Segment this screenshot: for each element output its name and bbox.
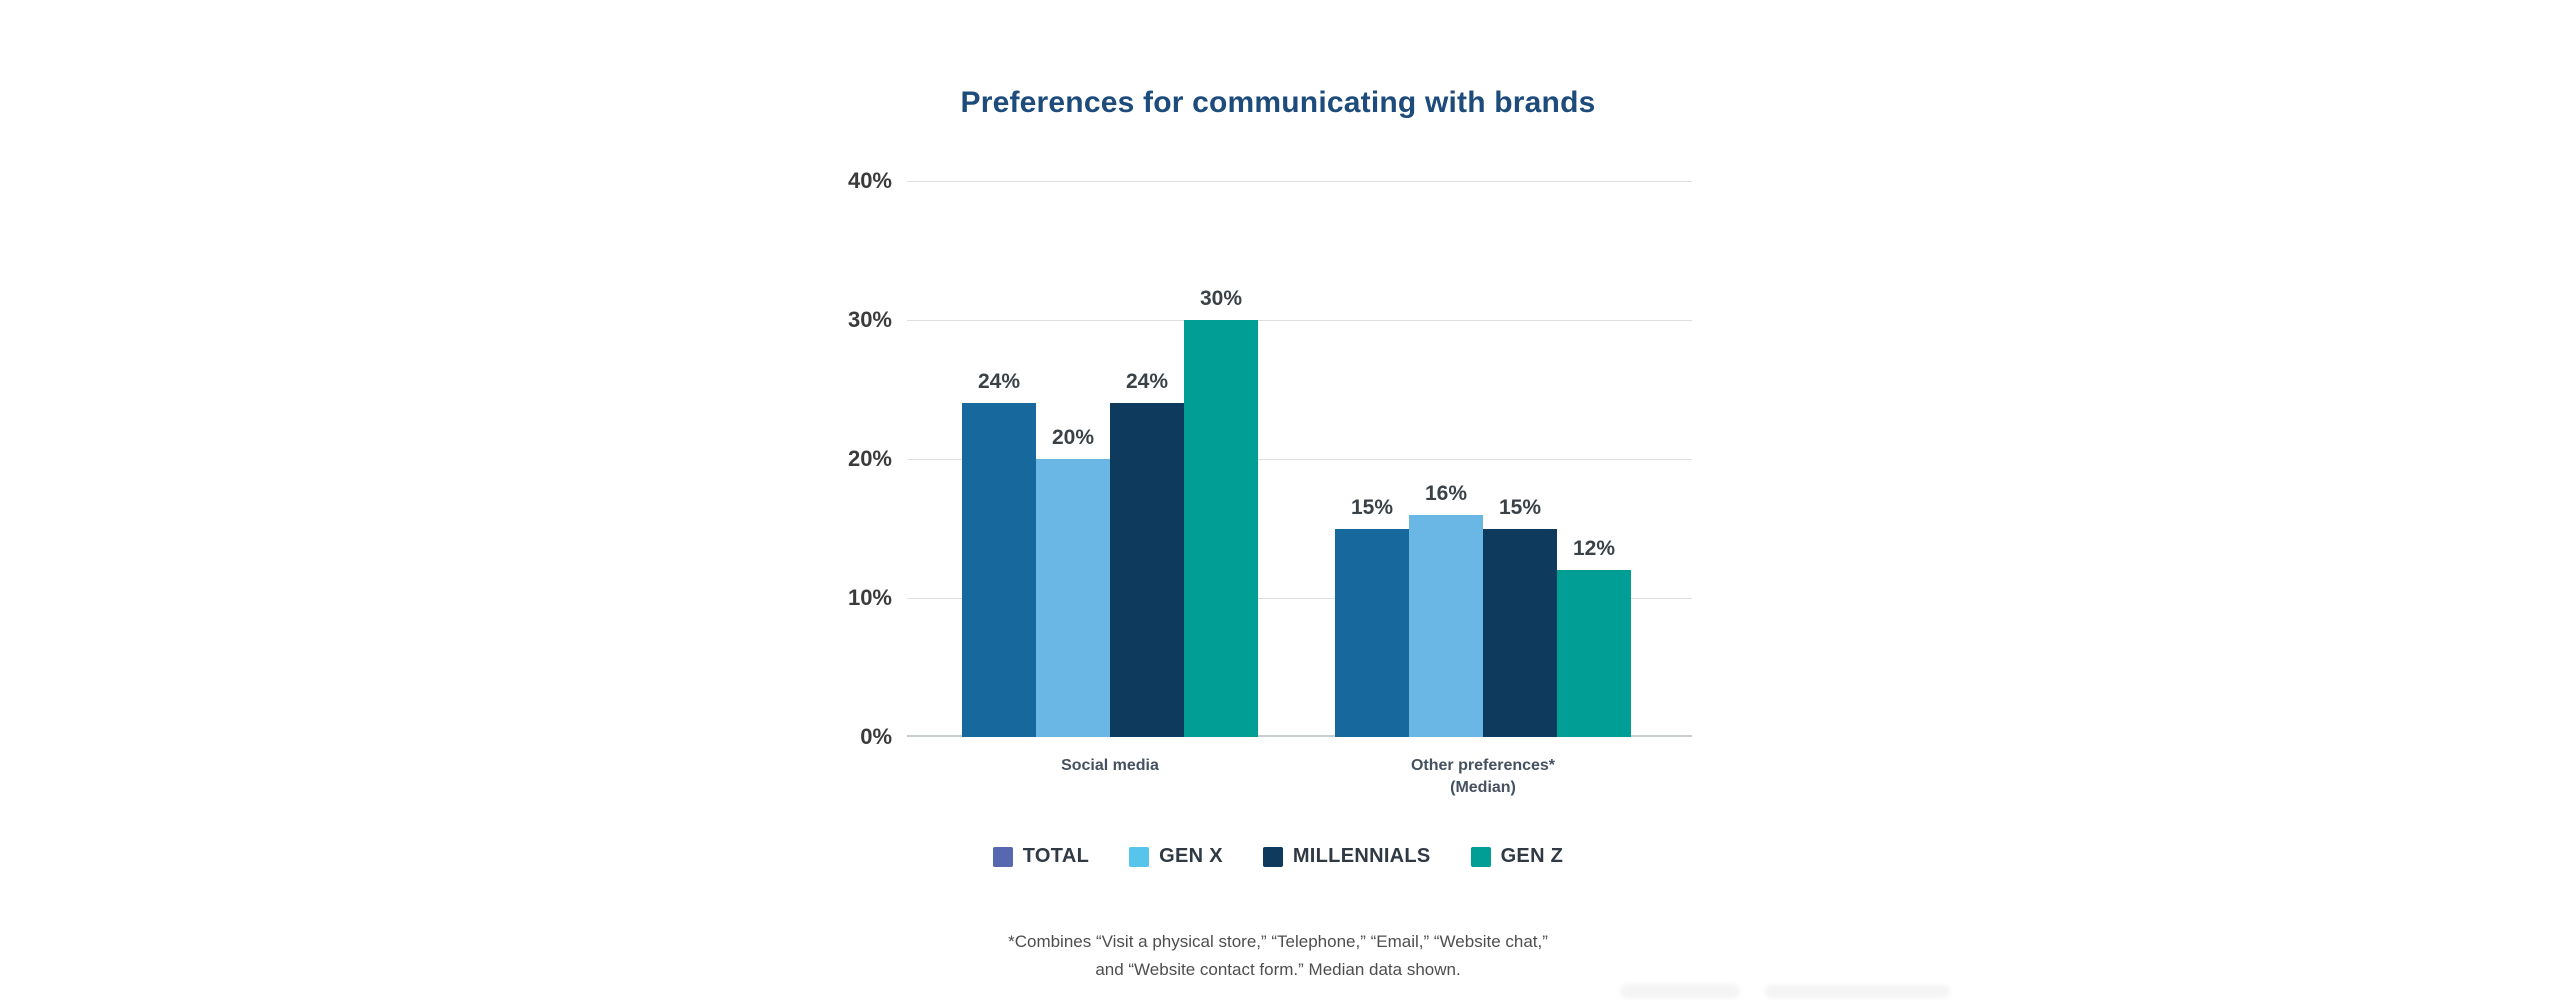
bar-value-label-gen-x-social-media: 20% — [1051, 426, 1095, 449]
footnote-line-2: and “Website contact form.” Median data … — [1095, 960, 1461, 979]
chart-footnote: *Combines “Visit a physical store,” “Tel… — [828, 928, 1728, 984]
gridline-10 — [907, 598, 1692, 599]
bar-value-label-gen-x-other-preferences-: 16% — [1424, 481, 1468, 505]
y-axis-tick-label-40: 40% — [847, 168, 892, 193]
legend-swatch-millennials — [1262, 846, 1283, 867]
bottom-edge-artifact — [1620, 984, 1740, 998]
legend-label-millennials: MILLENNIALS — [1292, 845, 1431, 867]
bar-value-label-total-social-media: 24% — [977, 370, 1021, 394]
x-axis-category-label-other-preferences-: Other preferences* (Median) — [1323, 755, 1643, 799]
bar-gen-x-other-preferences- — [1409, 514, 1483, 737]
legend-label-total: TOTAL — [1022, 845, 1090, 867]
bar-value-label-millennials-social-media: 24% — [1125, 370, 1169, 394]
y-axis-tick-label-30: 30% — [847, 307, 892, 332]
gridline-0 — [907, 735, 1692, 737]
y-axis-tick-label-20: 20% — [847, 446, 892, 471]
bar-value-label-gen-z-social-media: 30% — [1199, 287, 1243, 310]
gridline-30 — [907, 320, 1692, 321]
legend-item-millennials: MILLENNIALS — [1262, 845, 1431, 868]
bar-value-label-total-other-preferences-: 15% — [1350, 495, 1394, 519]
legend-swatch-total — [992, 846, 1013, 867]
bar-millennials-social-media — [1110, 403, 1184, 737]
gridline-20 — [907, 459, 1692, 460]
legend-item-gen-x: GEN X — [1129, 845, 1223, 868]
legend-item-gen-z: GEN Z — [1470, 845, 1564, 868]
gridline-40 — [907, 181, 1692, 182]
legend-item-total: TOTAL — [992, 845, 1090, 868]
bar-total-social-media — [962, 403, 1036, 737]
bottom-edge-artifact — [1765, 985, 1950, 998]
legend-label-gen-x: GEN X — [1159, 845, 1223, 867]
legend-label-gen-z: GEN Z — [1500, 845, 1564, 867]
bar-value-label-millennials-other-preferences-: 15% — [1498, 495, 1542, 519]
bar-gen-x-social-media — [1036, 459, 1110, 737]
x-axis-category-label-social-media: Social media — [950, 755, 1270, 777]
chart-legend: TOTAL GEN X MILLENNIALS GEN Z — [828, 845, 1728, 868]
bar-gen-z-social-media — [1184, 320, 1258, 737]
legend-swatch-gen-z — [1470, 846, 1491, 867]
x-axis-category-label-text: Social media — [1061, 757, 1159, 774]
bar-gen-z-other-preferences- — [1557, 570, 1631, 737]
footnote-line-1: *Combines “Visit a physical store,” “Tel… — [1008, 932, 1548, 951]
chart-title: Preferences for communicating with brand… — [960, 86, 1596, 119]
plot-area: 40% 30% 20% 10% 0% 24% 20% 24% 30% Social media 15… — [848, 168, 1692, 796]
y-axis-tick-label-10: 10% — [847, 585, 892, 610]
x-axis-category-label-text: Other preferences* — [1410, 757, 1556, 774]
y-axis-tick-label-0: 0% — [860, 724, 892, 749]
bar-millennials-other-preferences- — [1483, 528, 1557, 737]
bar-value-label-gen-z-other-preferences-: 12% — [1572, 537, 1616, 561]
legend-swatch-gen-x — [1129, 846, 1150, 867]
bar-total-other-preferences- — [1335, 528, 1409, 737]
x-axis-category-sublabel-text: (Median) — [1450, 779, 1516, 796]
